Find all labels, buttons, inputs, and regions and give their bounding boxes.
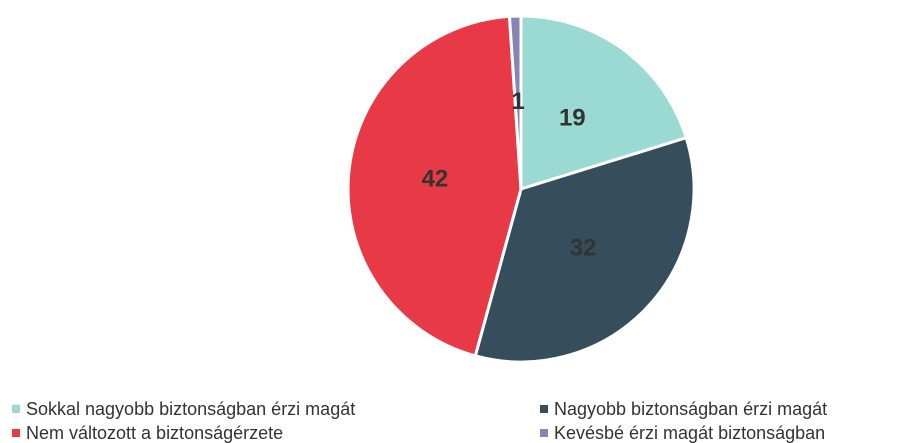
legend-label: Nagyobb biztonságban érzi magát xyxy=(554,399,827,419)
legend-marker xyxy=(540,405,548,413)
pie-slice xyxy=(346,14,523,358)
data-label: 32 xyxy=(570,234,597,261)
data-label: 42 xyxy=(422,166,449,193)
legend-marker xyxy=(12,405,20,413)
data-label: 1 xyxy=(511,88,524,115)
legend-label: Nem változott a biztonságérzete xyxy=(26,423,283,443)
pie-slice xyxy=(473,135,696,364)
legend-label: Sokkal nagyobb biztonságban érzi magát xyxy=(26,399,355,419)
legend-marker xyxy=(12,429,20,437)
data-label: 19 xyxy=(559,105,586,132)
legend-marker xyxy=(540,429,548,437)
pie-slice xyxy=(519,14,689,192)
legend-label: Kevésbé érzi magát biztonságban xyxy=(554,423,825,443)
pie-slice xyxy=(507,14,523,190)
